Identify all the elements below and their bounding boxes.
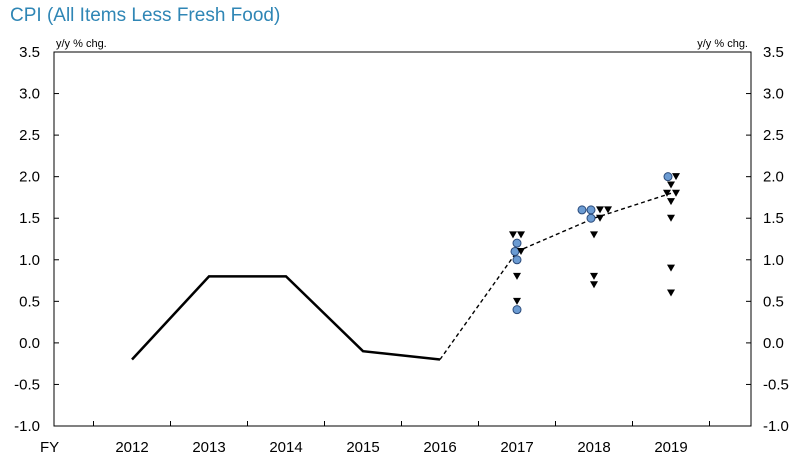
triangle-forecast-point bbox=[596, 214, 604, 222]
x-tick-label: 2019 bbox=[654, 439, 687, 456]
y-tick-label-left: 0.0 bbox=[19, 335, 40, 352]
y-tick-label-right: 1.5 bbox=[763, 210, 784, 227]
x-tick-label: 2018 bbox=[577, 439, 610, 456]
triangle-forecast-point bbox=[590, 281, 598, 289]
y-tick-label-left: -1.0 bbox=[14, 418, 40, 435]
y-tick-label-right: 3.5 bbox=[763, 44, 784, 61]
plot-area bbox=[53, 51, 752, 427]
actual-series-line bbox=[131, 275, 441, 361]
x-tick-label: 2014 bbox=[269, 439, 302, 456]
y-tick-label-right: 3.0 bbox=[763, 86, 784, 103]
triangle-forecast-point bbox=[672, 189, 680, 197]
circle-forecast-point bbox=[586, 213, 596, 223]
circle-forecast-point bbox=[586, 205, 596, 215]
y-tick-label-right: 0.5 bbox=[763, 293, 784, 310]
circle-forecast-point bbox=[512, 255, 522, 265]
triangle-forecast-point bbox=[667, 289, 675, 297]
triangle-forecast-point bbox=[663, 189, 671, 197]
forecast-median-line bbox=[439, 192, 672, 360]
y-tick-label-left: 3.5 bbox=[19, 44, 40, 61]
x-axis-prefix-label: FY bbox=[40, 439, 59, 456]
x-tick-label: 2016 bbox=[423, 439, 456, 456]
triangle-forecast-point bbox=[509, 231, 517, 239]
y-tick-label-right: 2.0 bbox=[763, 169, 784, 186]
triangle-forecast-point bbox=[517, 247, 525, 255]
y-axis-label-left: y/y % chg. bbox=[56, 38, 107, 50]
axis-ticks: 3.5 3.5 3.0 3.0 2.5 2.5 2.0 2.0 1.5 1.5 1.0 1.0 0.5 0… bbox=[14, 44, 789, 456]
x-tick-label: 2017 bbox=[500, 439, 533, 456]
triangle-forecast-point bbox=[604, 206, 612, 214]
y-tick-label-left: 1.5 bbox=[19, 210, 40, 227]
series-layer bbox=[131, 172, 680, 361]
chart-title: CPI (All Items Less Fresh Food) bbox=[10, 5, 281, 26]
x-tick-label: 2012 bbox=[115, 439, 148, 456]
circle-forecast-point bbox=[512, 238, 522, 248]
circle-forecast-point bbox=[577, 205, 587, 215]
y-tick-label-left: 2.5 bbox=[19, 127, 40, 144]
y-tick-label-left: -0.5 bbox=[14, 376, 40, 393]
triangle-forecast-point bbox=[513, 297, 521, 305]
triangle-forecast-point bbox=[590, 231, 598, 239]
triangle-forecast-point bbox=[513, 272, 521, 280]
y-axis-label-right: y/y % chg. bbox=[697, 38, 748, 50]
triangle-forecast-point bbox=[667, 214, 675, 222]
triangle-forecast-point bbox=[667, 264, 675, 272]
triangle-forecast-point bbox=[667, 181, 675, 189]
circle-forecast-point bbox=[512, 305, 522, 315]
triangle-forecast-point bbox=[517, 231, 525, 239]
circle-forecast-point bbox=[663, 172, 673, 182]
y-tick-label-right: -1.0 bbox=[763, 418, 789, 435]
y-tick-label-left: 3.0 bbox=[19, 86, 40, 103]
triangle-forecast-point bbox=[590, 272, 598, 280]
y-tick-label-right: 2.5 bbox=[763, 127, 784, 144]
triangle-forecast-point bbox=[596, 206, 604, 214]
y-tick-label-left: 0.5 bbox=[19, 293, 40, 310]
y-tick-label-right: -0.5 bbox=[763, 376, 789, 393]
y-tick-label-left: 2.0 bbox=[19, 169, 40, 186]
triangle-forecast-point bbox=[672, 173, 680, 181]
y-tick-label-right: 1.0 bbox=[763, 252, 784, 269]
x-tick-label: 2013 bbox=[192, 439, 225, 456]
y-tick-label-left: 1.0 bbox=[19, 252, 40, 269]
triangle-forecast-point bbox=[667, 198, 675, 206]
x-tick-label: 2015 bbox=[346, 439, 379, 456]
y-tick-label-right: 0.0 bbox=[763, 335, 784, 352]
